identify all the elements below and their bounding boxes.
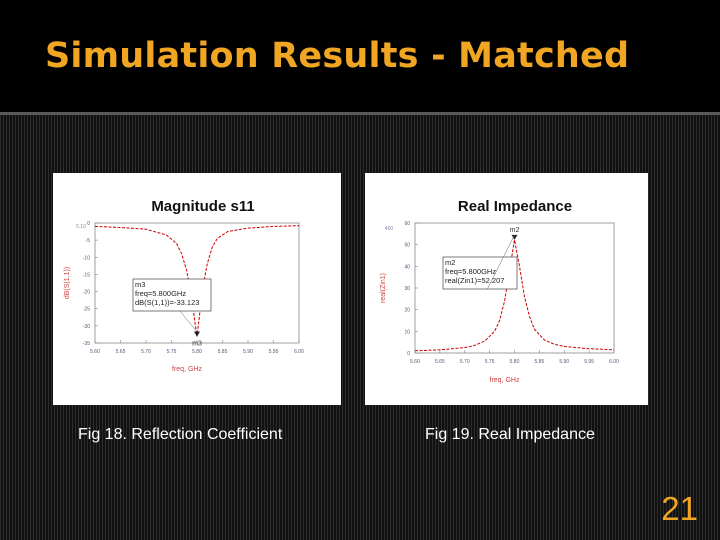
chart-panel-impedance: Real Impedance 400 60 50 40 30 20 10 0 5.60 5.65 5.… [365, 173, 648, 405]
marker-triangle [511, 234, 518, 240]
corner-label: 400 [385, 226, 394, 232]
marker-leader [179, 310, 198, 332]
marker-name: m2 [510, 227, 520, 234]
x-tick-label: 5.75 [167, 349, 177, 355]
y-tick-label: -15 [83, 272, 90, 278]
y-tick-label: 10 [404, 329, 410, 335]
page-number: 21 [661, 490, 698, 527]
marker-readout-line: m3 [135, 280, 145, 289]
x-tick-label: 5.70 [460, 359, 470, 365]
chart-title: Magnitude s11 [151, 198, 254, 215]
x-tick-label: 5.95 [269, 349, 279, 355]
marker-name: m3 [192, 341, 202, 348]
y-tick-label: -20 [83, 290, 90, 296]
x-axis-label: freq, GHz [490, 377, 520, 384]
title-bar: Simulation Results - Matched [0, 0, 720, 112]
y-tick-label: 0 [407, 351, 410, 357]
caption-reflection: Fig 18. Reflection Coefficient [78, 426, 283, 443]
x-tick-label: 5.65 [435, 359, 445, 365]
x-tick-label: 5.85 [218, 349, 228, 355]
marker-leader [487, 234, 515, 290]
y-tick-label: 20 [404, 308, 410, 314]
y-tick-label: -10 [83, 255, 90, 261]
x-tick-label: 5.90 [243, 349, 253, 355]
marker-readout-line: m2 [445, 258, 455, 267]
x-tick-label: 6.00 [609, 359, 619, 365]
marker-readout-line: freq=5.800GHz [135, 289, 186, 298]
y-tick-label: -35 [83, 341, 90, 347]
chart-title: Real Impedance [458, 198, 572, 215]
x-tick-label: 5.80 [510, 359, 520, 365]
x-axis-label: freq, GHz [172, 366, 202, 373]
x-tick-label: 5.85 [535, 359, 545, 365]
y-tick-label: -25 [83, 307, 90, 313]
x-tick-label: 5.60 [410, 359, 420, 365]
impedance-chart: Real Impedance 400 60 50 40 30 20 10 05.60 5.65 5.… [380, 198, 619, 384]
x-tick-label: 5.90 [559, 359, 569, 365]
title-divider [0, 112, 720, 115]
marker-readout-box [442, 256, 518, 290]
y-axis-label: dB(S(1,1)) [64, 267, 71, 299]
y-tick-label: 0 [87, 221, 90, 227]
y-tick-label: 30 [404, 286, 410, 292]
x-tick-label: 5.80 [192, 349, 202, 355]
x-tick-label: 5.75 [485, 359, 495, 365]
y-tick-label: 60 [404, 221, 410, 227]
y-tick-label: -5 [86, 238, 91, 244]
marker-triangle [194, 331, 200, 337]
marker-readout-line: real(Zin1)=52.207 [445, 276, 504, 285]
y-tick-label: -30 [83, 324, 90, 330]
slide-title: Simulation Results - Matched [45, 36, 630, 76]
x-tick-label: 6.00 [294, 349, 304, 355]
corner-label: 5.10 [76, 224, 86, 230]
x-tick-label: 5.65 [116, 349, 126, 355]
chart-panel-s11: Magnitude s11 5.10 0 -5 -10 -15 -20 -25 -30 -35 5.… [53, 173, 341, 405]
x-tick-label: 5.70 [141, 349, 151, 355]
y-tick-label: 50 [404, 243, 410, 249]
caption-impedance: Fig 19. Real Impedance [425, 426, 595, 443]
marker-readout-line: freq=5.800GHz [445, 267, 496, 276]
y-tick-label: 40 [404, 264, 410, 270]
series-line [414, 239, 615, 352]
y-axis-label: real(Zin1) [380, 273, 387, 303]
x-tick-label: 5.95 [584, 359, 594, 365]
marker-readout-line: dB(S(1,1))=-33.123 [135, 298, 199, 307]
x-tick-label: 5.60 [90, 349, 100, 355]
marker-readout-box [132, 278, 212, 312]
